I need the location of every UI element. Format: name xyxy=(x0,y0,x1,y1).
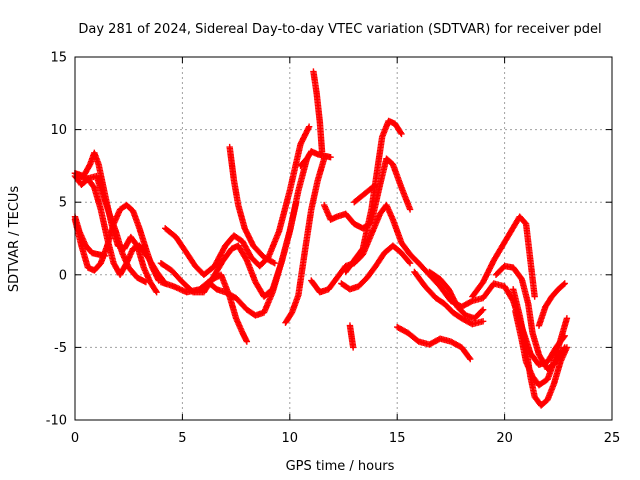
y-tick-label: 5 xyxy=(59,196,67,211)
data-point xyxy=(479,318,487,325)
data-point xyxy=(406,259,414,267)
series-track-17 xyxy=(338,242,414,293)
data-point xyxy=(153,289,160,296)
series-track-12 xyxy=(297,148,334,170)
series-track-10 xyxy=(226,143,278,267)
series-track-20 xyxy=(394,323,474,363)
series-track-21 xyxy=(411,268,487,328)
chart-title: Day 281 of 2024, Sidereal Day-to-day VTE… xyxy=(78,22,601,37)
data-point xyxy=(270,259,277,266)
data-point xyxy=(479,306,487,313)
x-tick-label: 15 xyxy=(389,431,406,446)
x-axis-label: GPS time / hours xyxy=(286,459,395,474)
data-point xyxy=(478,307,486,314)
data-point xyxy=(560,281,567,288)
data-point xyxy=(563,344,571,351)
x-tick-label: 0 xyxy=(71,431,79,446)
y-tick-labels: -10 -5 0 5 10 15 xyxy=(46,51,67,429)
data-point xyxy=(142,278,150,286)
data-point xyxy=(327,153,334,161)
x-tick-labels: 0 5 10 15 20 25 xyxy=(71,431,620,446)
series-track-27 xyxy=(535,280,568,329)
x-tick-label: 25 xyxy=(604,431,621,446)
data-point xyxy=(371,182,378,189)
series-track-13 xyxy=(310,68,326,155)
data-point xyxy=(397,129,404,136)
axis-ticks xyxy=(74,56,613,421)
plot-frame xyxy=(74,56,613,421)
data-point xyxy=(561,280,568,287)
y-tick-label: -5 xyxy=(54,341,67,356)
series-track-9 xyxy=(204,155,311,319)
data-point xyxy=(563,315,571,322)
y-tick-label: -10 xyxy=(46,414,67,429)
x-tick-label: 5 xyxy=(178,431,186,446)
data-point xyxy=(467,355,474,363)
x-tick-label: 10 xyxy=(282,431,299,446)
data-marks xyxy=(71,68,571,409)
series-track-5 xyxy=(71,169,150,286)
data-point xyxy=(349,344,357,351)
data-point xyxy=(466,354,473,362)
data-point xyxy=(271,259,278,267)
data-point xyxy=(406,206,414,213)
series-track-26 xyxy=(512,307,571,389)
y-tick-label: 10 xyxy=(50,123,67,138)
y-tick-label: 15 xyxy=(50,51,67,66)
series-track-25 xyxy=(509,286,571,409)
data-point xyxy=(152,287,160,295)
x-tick-label: 20 xyxy=(496,431,513,446)
data-point xyxy=(398,130,405,138)
series-track-19 xyxy=(346,322,357,351)
y-axis-label: SDTVAR / TECUs xyxy=(7,186,22,293)
series-track-18 xyxy=(351,181,379,206)
data-point xyxy=(467,298,475,305)
y-tick-label: 0 xyxy=(59,268,67,283)
series-track-23 xyxy=(469,213,538,300)
series-track-24 xyxy=(492,262,568,373)
series-track-11 xyxy=(282,155,328,326)
series-track-22 xyxy=(426,268,487,322)
data-point xyxy=(531,293,538,300)
series-track-7 xyxy=(162,123,313,278)
data-point xyxy=(405,258,413,266)
data-point xyxy=(372,181,379,188)
data-point xyxy=(318,148,326,155)
data-point xyxy=(243,338,251,345)
data-point xyxy=(305,123,313,130)
series-track-4 xyxy=(71,201,162,284)
